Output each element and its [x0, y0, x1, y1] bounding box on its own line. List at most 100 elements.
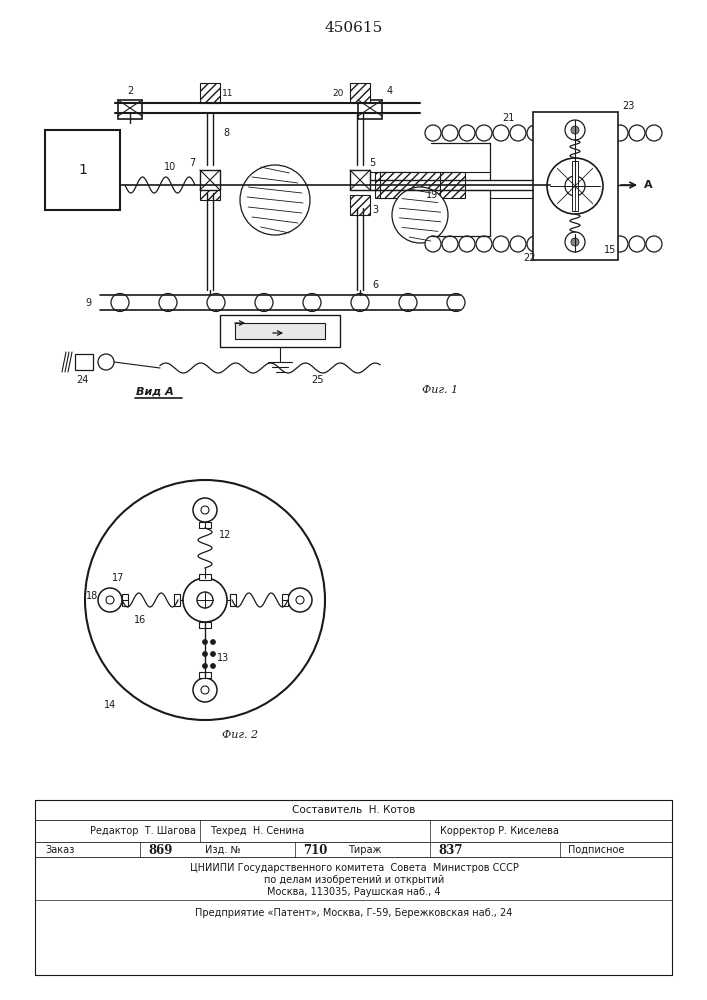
Circle shape — [255, 294, 273, 312]
Circle shape — [544, 236, 560, 252]
Bar — [122, 594, 128, 606]
Circle shape — [510, 125, 526, 141]
Circle shape — [565, 176, 585, 196]
Text: 19: 19 — [426, 190, 438, 200]
Circle shape — [98, 354, 114, 370]
Bar — [350, 195, 370, 215]
Text: Фиг. 2: Фиг. 2 — [222, 730, 258, 740]
Circle shape — [578, 236, 594, 252]
Circle shape — [646, 125, 662, 141]
Text: 20: 20 — [332, 89, 344, 98]
Bar — [200, 170, 220, 190]
Bar — [174, 594, 180, 606]
Circle shape — [425, 125, 441, 141]
Text: 18: 18 — [86, 591, 98, 601]
Circle shape — [447, 294, 465, 312]
Text: 12: 12 — [218, 530, 231, 540]
Circle shape — [202, 640, 207, 645]
Circle shape — [595, 236, 611, 252]
Circle shape — [442, 125, 458, 141]
Circle shape — [547, 158, 603, 214]
Circle shape — [240, 165, 310, 235]
Circle shape — [351, 294, 369, 312]
Circle shape — [193, 678, 217, 702]
Text: 11: 11 — [222, 89, 234, 98]
Circle shape — [202, 664, 207, 668]
Bar — [199, 672, 211, 678]
Text: 10: 10 — [164, 162, 176, 172]
Circle shape — [493, 125, 509, 141]
Text: Изд. №: Изд. № — [205, 845, 240, 855]
Text: 23: 23 — [622, 101, 634, 111]
Text: 22: 22 — [524, 253, 536, 263]
Circle shape — [510, 236, 526, 252]
Bar — [230, 594, 236, 606]
Bar — [375, 172, 465, 198]
Circle shape — [201, 686, 209, 694]
Bar — [533, 112, 618, 260]
Text: 8: 8 — [223, 128, 229, 138]
Bar — [350, 83, 370, 103]
Bar — [199, 522, 211, 528]
Circle shape — [183, 578, 227, 622]
Text: 3: 3 — [372, 205, 378, 215]
Circle shape — [578, 125, 594, 141]
Circle shape — [561, 125, 577, 141]
Text: 14: 14 — [104, 700, 116, 710]
Circle shape — [211, 664, 216, 668]
Bar — [282, 594, 288, 606]
Circle shape — [399, 294, 417, 312]
Circle shape — [459, 125, 475, 141]
Text: 21: 21 — [502, 113, 514, 123]
Text: Корректор Р. Киселева: Корректор Р. Киселева — [440, 826, 559, 836]
Circle shape — [629, 236, 645, 252]
Circle shape — [85, 480, 325, 720]
Circle shape — [544, 125, 560, 141]
Bar — [200, 83, 220, 103]
Text: Подписное: Подписное — [568, 845, 624, 855]
Circle shape — [211, 640, 216, 645]
Bar — [199, 574, 211, 580]
Circle shape — [98, 588, 122, 612]
Circle shape — [612, 125, 628, 141]
Text: ЦНИИПИ Государственного комитета  Совета  Министров СССР: ЦНИИПИ Государственного комитета Совета … — [189, 863, 518, 873]
Circle shape — [201, 506, 209, 514]
Text: 17: 17 — [112, 573, 124, 583]
Circle shape — [565, 120, 585, 140]
Text: 7: 7 — [189, 158, 195, 168]
Bar — [350, 170, 370, 190]
Circle shape — [571, 126, 579, 134]
Bar — [200, 180, 220, 200]
Circle shape — [296, 596, 304, 604]
Text: 869: 869 — [148, 844, 173, 856]
Bar — [118, 100, 142, 119]
Text: Предприятие «Патент», Москва, Г-59, Бережковская наб., 24: Предприятие «Патент», Москва, Г-59, Бере… — [195, 908, 513, 918]
Text: 837: 837 — [438, 844, 462, 856]
Text: 24: 24 — [76, 375, 88, 385]
Bar — [199, 622, 211, 628]
Circle shape — [303, 294, 321, 312]
Bar — [380, 172, 440, 198]
Text: Техред  Н. Сенина: Техред Н. Сенина — [210, 826, 304, 836]
Bar — [572, 161, 578, 211]
Text: 15: 15 — [604, 245, 617, 255]
Text: 1: 1 — [78, 163, 87, 177]
Text: 710: 710 — [303, 844, 327, 856]
Text: 2: 2 — [127, 86, 133, 96]
Bar — [75, 354, 93, 370]
Circle shape — [442, 236, 458, 252]
Text: Вид А: Вид А — [136, 387, 174, 397]
Text: Тираж: Тираж — [348, 845, 381, 855]
Text: 9: 9 — [85, 298, 91, 308]
Text: Редактор  Т. Шагова: Редактор Т. Шагова — [90, 826, 196, 836]
Circle shape — [565, 232, 585, 252]
Circle shape — [111, 294, 129, 312]
Bar — [358, 100, 382, 119]
Text: 16: 16 — [134, 615, 146, 625]
Text: 13: 13 — [217, 653, 229, 663]
Circle shape — [459, 236, 475, 252]
Circle shape — [425, 236, 441, 252]
Circle shape — [197, 592, 213, 608]
Circle shape — [207, 294, 225, 312]
Text: 450615: 450615 — [325, 21, 383, 35]
